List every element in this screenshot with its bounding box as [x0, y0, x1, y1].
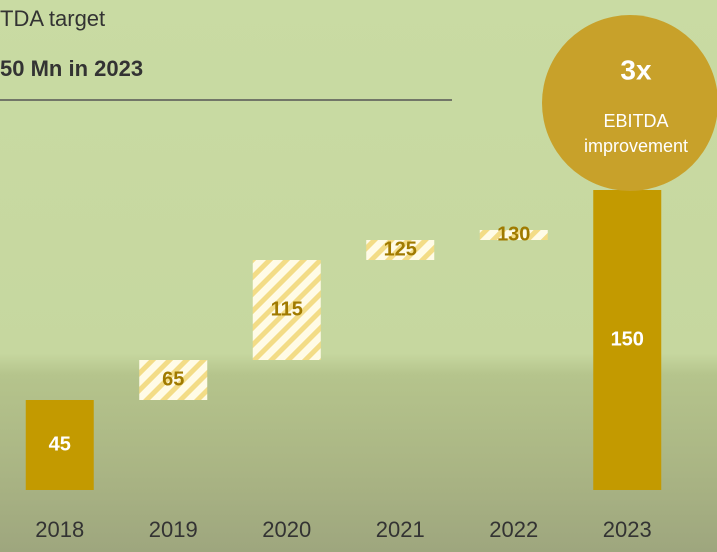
data-label: 45: [49, 433, 71, 455]
bar: [25, 400, 94, 490]
floating-bar: [139, 360, 208, 400]
data-label: 150: [611, 328, 644, 350]
chart-title: TDA target: [0, 6, 105, 31]
annotation-line: improvement: [584, 136, 688, 156]
x-tick-label: 2021: [376, 517, 425, 542]
x-tick-label: 2022: [489, 517, 538, 542]
annotation-value: 3x: [620, 54, 652, 85]
floating-bar: [366, 240, 435, 260]
data-label: 115: [271, 298, 303, 320]
bubble-circle: [542, 15, 717, 191]
x-tick-label: 2019: [149, 517, 198, 542]
floating-bar: [479, 230, 548, 240]
data-label: 125: [384, 238, 417, 260]
data-label: 130: [497, 223, 530, 245]
annotation-bubble: 3x EBITDA improvement: [542, 15, 717, 191]
bar: [593, 190, 662, 490]
floating-bar: [252, 260, 321, 360]
annotation-line: EBITDA: [603, 111, 668, 131]
x-tick-label: 2023: [603, 517, 652, 542]
x-tick-label: 2020: [262, 517, 311, 542]
x-tick-label: 2018: [35, 517, 84, 542]
data-label: 65: [162, 368, 184, 390]
chart-subtitle: 50 Mn in 2023: [0, 56, 143, 81]
